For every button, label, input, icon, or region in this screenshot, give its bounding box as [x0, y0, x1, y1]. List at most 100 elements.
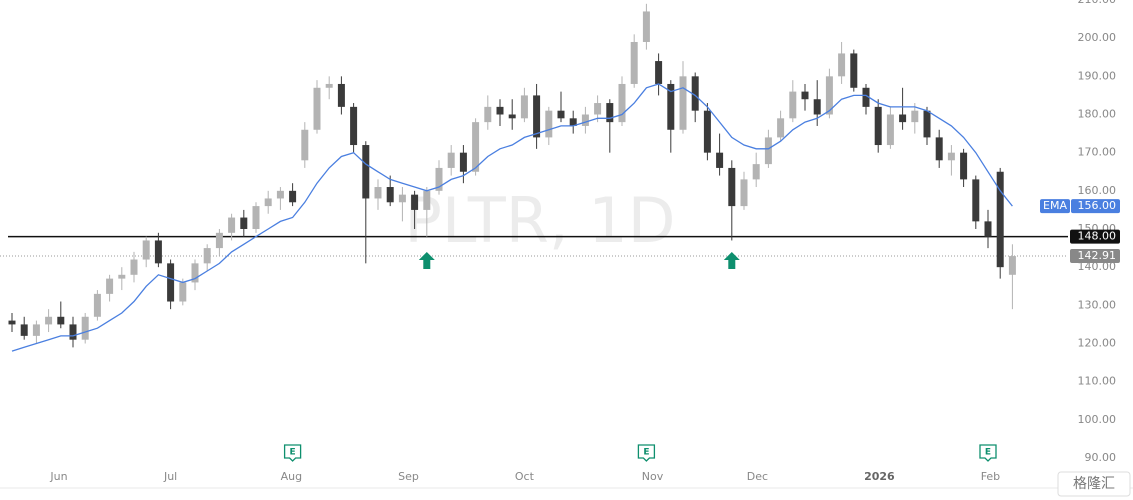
candle-body — [764, 137, 772, 165]
x-tick-label: Jul — [163, 470, 177, 483]
candle-body — [447, 152, 455, 168]
candle-body — [154, 240, 162, 264]
candle-body — [496, 106, 504, 115]
watermark: PLTR, 1D — [405, 184, 676, 257]
candle-body — [81, 316, 89, 340]
x-tick-label: Nov — [642, 470, 664, 483]
candle-body — [325, 83, 333, 88]
candle-body — [20, 324, 28, 336]
candle-body — [362, 145, 370, 199]
x-tick-label: 2026 — [864, 470, 895, 483]
candle-body — [667, 83, 675, 130]
candle-body — [557, 110, 565, 119]
candle-body — [886, 114, 894, 146]
candle-body — [191, 263, 199, 283]
candle-body — [789, 91, 797, 119]
ema-line — [11, 83, 1013, 352]
x-tick-label: Jun — [49, 470, 67, 483]
candle-body — [264, 198, 272, 207]
candle-body — [252, 206, 260, 229]
candle-body — [911, 110, 919, 123]
x-tick-label: Dec — [747, 470, 768, 483]
candle-body — [862, 87, 870, 107]
earnings-label: E — [985, 448, 991, 458]
candle-body — [618, 83, 626, 123]
candle-body — [838, 53, 846, 77]
candle-body — [350, 106, 358, 146]
candle-body — [935, 137, 943, 161]
candle-body — [508, 114, 516, 119]
candle-body — [777, 118, 785, 138]
ema-value-label: 156.00 — [1078, 199, 1117, 212]
last-price-label-box — [1070, 249, 1120, 264]
support-label-box — [1070, 229, 1120, 244]
candle-body — [8, 320, 16, 325]
y-tick-label: 210.00 — [1078, 0, 1117, 6]
x-tick-label: Sep — [398, 470, 419, 483]
y-tick-label: 190.00 — [1078, 69, 1117, 82]
candle-body — [167, 263, 175, 302]
candle-body — [691, 76, 699, 111]
logo-box: 格隆汇 — [1057, 471, 1131, 497]
candle-body — [337, 83, 345, 107]
candle-body — [996, 171, 1004, 268]
candle-body — [423, 190, 431, 210]
candle-body — [93, 293, 101, 317]
ema-name: EMA — [1043, 199, 1067, 212]
candle-body — [289, 190, 297, 203]
candle-body — [716, 152, 724, 168]
candle-body — [435, 167, 443, 191]
candle-body — [947, 152, 955, 161]
y-tick-label: 170.00 — [1078, 146, 1117, 159]
signal-arrow — [723, 252, 740, 269]
candle-body — [899, 114, 907, 123]
candle-body — [484, 106, 492, 123]
y-tick-label: 200.00 — [1078, 31, 1117, 44]
candle-body — [459, 152, 467, 172]
candle-body — [520, 95, 528, 119]
candle-body — [606, 103, 614, 123]
candle-body — [301, 129, 309, 161]
candle-body — [179, 282, 187, 302]
candle-body — [118, 274, 126, 279]
candle-body — [850, 53, 858, 88]
candle-body — [813, 99, 821, 115]
support-label: 148.00 — [1078, 230, 1117, 243]
y-tick-label: 110.00 — [1078, 375, 1117, 388]
candle-body — [215, 232, 223, 249]
candle-body — [703, 110, 711, 153]
last-price-label: 142.91 — [1078, 249, 1117, 262]
candle-body — [69, 324, 77, 340]
candle-body — [386, 187, 394, 203]
candle-body — [130, 259, 138, 275]
candle-body — [594, 103, 602, 115]
ema-value-box — [1071, 199, 1120, 214]
candle-body — [679, 76, 687, 130]
candle-body — [642, 11, 650, 42]
candle-body — [32, 324, 40, 336]
ema-name-box — [1040, 199, 1070, 214]
candle-body — [374, 187, 382, 199]
candle-body — [276, 190, 284, 199]
candle-body — [630, 41, 638, 84]
candle-body — [923, 110, 931, 138]
candle-body — [728, 167, 736, 207]
y-tick-label: 130.00 — [1078, 298, 1117, 311]
candle-body — [545, 110, 553, 138]
earnings-marker — [979, 444, 997, 462]
candle-body — [740, 179, 748, 207]
earnings-label: E — [643, 448, 649, 458]
candle-body — [533, 95, 541, 138]
candle-body — [398, 194, 406, 203]
candle-body — [1008, 256, 1016, 275]
logo: 格隆汇 — [1073, 476, 1115, 492]
candle-body — [825, 76, 833, 115]
candle-body — [655, 61, 663, 84]
candle-body — [228, 217, 236, 233]
candle-body — [411, 194, 419, 210]
candle-body — [972, 179, 980, 222]
x-tick-label: Aug — [281, 470, 302, 483]
signal-arrow — [418, 252, 435, 269]
y-tick-label: 180.00 — [1078, 108, 1117, 121]
